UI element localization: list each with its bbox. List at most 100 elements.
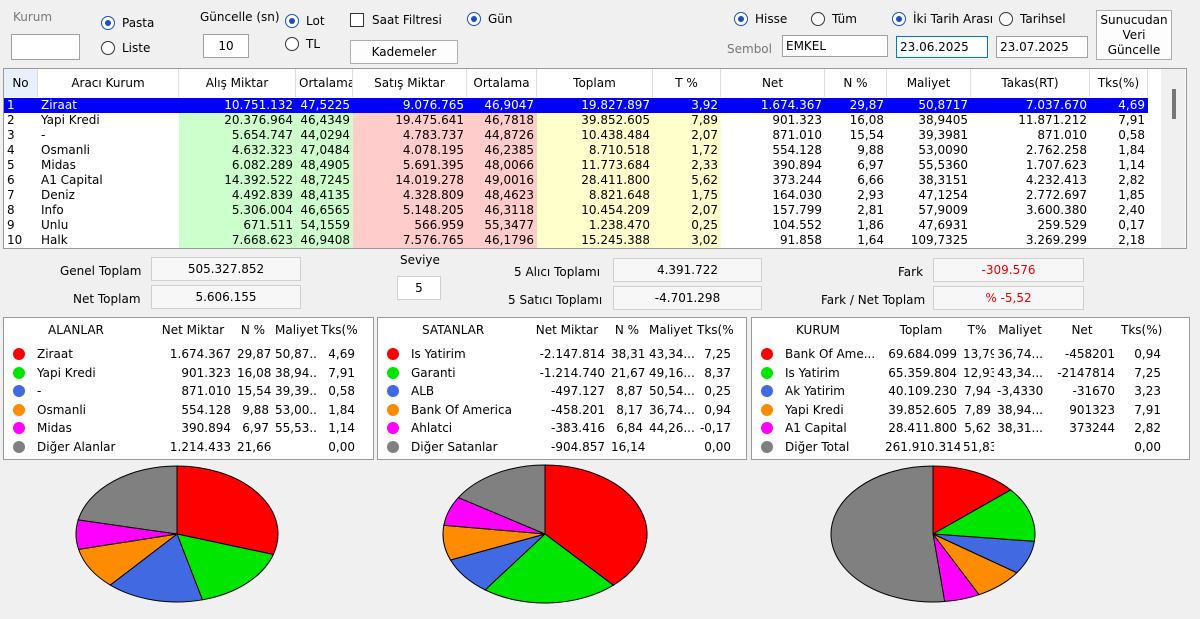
pie-slice — [77, 465, 178, 535]
panel-cell: -31670 — [1072, 384, 1115, 398]
column-header: Ortalama — [296, 69, 353, 97]
radio[interactable] — [892, 12, 906, 26]
grid-cell: 1 — [4, 98, 38, 113]
grid-cell: 46,3118 — [467, 203, 537, 218]
grid-cell: 4.632.323 — [179, 143, 296, 158]
grid-cell: 0,25 — [653, 218, 721, 233]
panel-cell: 38,94... — [997, 402, 1043, 417]
panel-cell: 51,83 — [963, 439, 994, 454]
grid-cell: 46,1796 — [467, 233, 537, 248]
radio[interactable] — [285, 37, 299, 51]
label: Pasta — [122, 16, 155, 30]
column-header: Tks(%) — [697, 323, 734, 337]
legend-dot — [761, 403, 773, 416]
panel-cell: Diğer Satanlar — [411, 439, 498, 454]
grid-cell: 38,9405 — [887, 113, 971, 128]
grid-cell: 2,07 — [653, 128, 721, 143]
date-to[interactable]: 23.07.2025 — [996, 36, 1088, 58]
grid-cell: 7,91 — [1090, 113, 1148, 128]
grid-cell: 9.076.765 — [353, 98, 467, 113]
grid-cell: 5.306.004 — [179, 203, 296, 218]
panel-cell: Bank Of America — [411, 402, 512, 417]
radio[interactable] — [811, 12, 825, 26]
column-header: Maliyet — [998, 323, 1042, 337]
panel-cell: 6,97 — [242, 421, 269, 435]
label: Kurum — [13, 10, 53, 24]
grid-cell: 1,64 — [825, 233, 887, 248]
update-input[interactable]: 10 — [203, 34, 249, 58]
legend-dot — [761, 385, 773, 397]
legend-dot — [13, 403, 25, 416]
grid-cell: 1,14 — [1090, 158, 1148, 173]
grid-cell: 164.030 — [721, 188, 825, 203]
column-header: Toplam — [537, 69, 653, 97]
panel-cell: -497.127 — [551, 384, 605, 398]
grid-cell: 5,62 — [653, 173, 721, 188]
grid-cell: 7,89 — [653, 113, 721, 128]
radio[interactable] — [467, 12, 481, 26]
checkbox[interactable] — [350, 13, 364, 27]
grid-cell: 2,40 — [1090, 203, 1148, 218]
panel-cell: 7,25 — [1134, 365, 1161, 380]
button[interactable]: Sunucudan Veri Güncelle — [1096, 10, 1172, 60]
pie-area — [75, 464, 1036, 604]
grid-cell: 11.773.684 — [537, 158, 653, 173]
radio[interactable] — [101, 41, 115, 55]
panel-cell: Yapi Kredi — [785, 402, 844, 417]
panel-cell: 7,91 — [1134, 402, 1161, 417]
grid-cell: 6,66 — [825, 173, 887, 188]
grid-cell: 46,9047 — [467, 98, 537, 113]
column-header: Net Miktar — [161, 323, 225, 337]
legend-dot — [761, 348, 773, 360]
grid-cell: 2 — [4, 113, 38, 128]
symbol-select[interactable]: EMKEL — [782, 35, 888, 57]
panel-cell: 36,74... — [649, 402, 694, 417]
grid-cell: Midas — [38, 158, 179, 173]
label: Güncelle (sn) — [200, 10, 280, 24]
panel-cell: 50,54... — [649, 384, 694, 398]
grid-cell: 0,17 — [1090, 218, 1148, 233]
panel-cell: 21,66 — [237, 439, 272, 454]
grid-cell: 44,0294 — [296, 128, 353, 143]
label: Genel Toplam — [60, 264, 142, 278]
panel-cell: ALB — [411, 384, 435, 398]
grid-cell: Halk — [38, 233, 179, 248]
panel-cell: 44,26... — [649, 421, 694, 435]
grid-cell: 109,7325 — [887, 233, 971, 248]
radio[interactable] — [285, 14, 299, 28]
radio[interactable] — [101, 16, 115, 30]
grid-cell: Info — [38, 203, 179, 218]
grid-cell: 48,0066 — [467, 158, 537, 173]
label: Fark / Net Toplam — [821, 293, 926, 307]
legend-dot — [761, 440, 773, 453]
grid-cell: 1.674.367 — [721, 98, 825, 113]
grid-cell: 5 — [4, 158, 38, 173]
grid-cell: 1,72 — [653, 143, 721, 158]
panel-cell: 7,89 — [964, 402, 991, 417]
panel-cell: 65.359.804 — [888, 365, 957, 380]
radio[interactable] — [734, 12, 748, 26]
panel-cell: 50,87... — [275, 347, 318, 361]
column-header: Net — [1071, 323, 1093, 337]
grid-cell: 14.019.278 — [353, 173, 467, 188]
legend-dot — [761, 422, 773, 434]
grid-cell: 46,9408 — [296, 233, 353, 248]
panel-cell: 38,31... — [997, 421, 1043, 435]
panel-cell: 3,23 — [1134, 384, 1161, 398]
panel-cell: Diğer Alanlar — [37, 439, 116, 454]
panel-cell: 29,87 — [237, 347, 272, 361]
grid-cell: 57,9009 — [887, 203, 971, 218]
panel-cell: 390.894 — [181, 421, 231, 435]
kurum-input[interactable] — [11, 34, 80, 60]
radio[interactable] — [999, 12, 1013, 26]
grid-cell: 4.078.195 — [353, 143, 467, 158]
date-from[interactable]: 23.06.2025 — [896, 36, 988, 58]
panel-cell: 36,74... — [997, 347, 1043, 361]
panel-cell: 901323 — [1069, 402, 1115, 417]
button[interactable]: Kademeler — [350, 40, 458, 64]
panel-cell: 9,88 — [242, 402, 269, 417]
panel-cell: 16,14 — [611, 439, 646, 454]
legend-dot — [13, 422, 25, 434]
grid-cell: Ziraat — [38, 98, 179, 113]
grid-cell: 7.576.765 — [353, 233, 467, 248]
